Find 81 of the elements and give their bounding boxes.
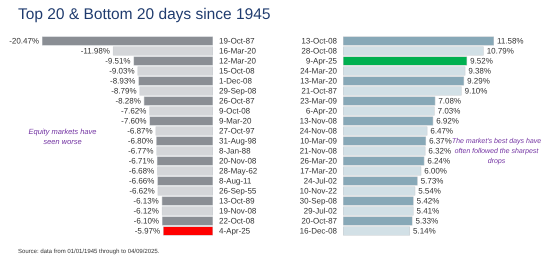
y-tick-label: 13-Oct-08	[301, 36, 338, 46]
data-label: 6.32%	[428, 146, 452, 156]
data-label: -8.79%	[111, 86, 137, 96]
y-tick-label: 19-Oct-87	[219, 36, 256, 46]
data-label: 5.54%	[418, 186, 441, 196]
y-tick-label: 9-Apr-25	[306, 56, 338, 66]
data-label: -6.12%	[134, 206, 159, 216]
y-tick-label: 15-Oct-08	[219, 66, 256, 76]
y-tick-label: 31-Aug-98	[219, 136, 257, 146]
y-tick-label: 10-Mar-09	[300, 136, 338, 146]
data-label: 7.08%	[438, 96, 462, 106]
y-tick-label: 4-Apr-25	[219, 226, 251, 236]
chart-title: Top 20 & Bottom 20 days since 1945	[18, 6, 270, 24]
data-label: -6.68%	[128, 166, 154, 176]
y-tick-label: 24-Mar-20	[300, 66, 338, 76]
y-tick-label: 20-Nov-08	[219, 156, 257, 166]
data-label: 5.33%	[416, 216, 438, 226]
y-tick-label: 28-May-62	[219, 166, 258, 176]
y-tick-label: 9-Mar-20	[219, 116, 252, 126]
data-label: 11.58%	[497, 36, 524, 46]
y-tick-label: 29-Jul-02	[304, 206, 338, 216]
data-label: 7.03%	[438, 106, 460, 116]
data-label: 5.41%	[416, 206, 440, 216]
y-tick-label: 6-Apr-20	[306, 106, 338, 116]
data-label: -6.13%	[133, 196, 159, 206]
data-label: 6.47%	[430, 126, 454, 136]
y-tick-label: 27-Oct-97	[219, 126, 256, 136]
data-label: -6.10%	[134, 216, 160, 226]
y-tick-label: 21-Oct-87	[301, 86, 338, 96]
data-label: 9.38%	[468, 66, 491, 76]
y-tick-label: 30-Sep-08	[300, 196, 338, 206]
data-label: 5.42%	[416, 196, 440, 206]
data-label: 6.00%	[424, 166, 447, 176]
y-tick-label: 16-Dec-08	[300, 226, 338, 236]
data-label: -6.62%	[129, 186, 155, 196]
y-tick-label: 13-Oct-89	[219, 196, 256, 206]
data-label: 9.29%	[467, 76, 490, 86]
data-label: -5.97%	[134, 226, 160, 236]
y-tick-label: 26-Mar-20	[300, 156, 338, 166]
y-tick-label: 19-Nov-08	[219, 206, 257, 216]
data-label: 9.10%	[464, 86, 488, 96]
y-tick-label: 12-Mar-20	[219, 56, 256, 66]
y-tick-label: 16-Mar-20	[219, 46, 256, 56]
data-label: -6.66%	[129, 176, 154, 186]
y-tick-label: 26-Sep-55	[219, 186, 257, 196]
y-tick-label: 23-Mar-09	[300, 96, 338, 106]
y-tick-label: 21-Nov-08	[300, 146, 338, 156]
y-tick-label: 26-Oct-87	[219, 96, 256, 106]
data-label: -7.60%	[121, 116, 147, 126]
y-tick-label: 13-Mar-20	[300, 76, 338, 86]
data-label: -9.03%	[109, 66, 135, 76]
data-label: 10.79%	[486, 46, 514, 56]
y-tick-label: 8-Jan-88	[219, 146, 252, 156]
data-label: 6.92%	[436, 116, 459, 126]
y-tick-label: 8-Aug-11	[219, 176, 252, 186]
y-tick-label: 22-Oct-08	[219, 216, 256, 226]
data-label: -6.80%	[128, 136, 154, 146]
data-label: -6.71%	[128, 156, 154, 166]
data-label: -6.77%	[128, 146, 154, 156]
data-label: 9.52%	[470, 56, 493, 66]
y-tick-label: 10-Nov-22	[300, 186, 338, 196]
y-tick-label: 24-Nov-08	[300, 126, 338, 136]
data-label: 5.73%	[420, 176, 444, 186]
y-tick-label: 29-Sep-08	[219, 86, 257, 96]
y-tick-label: 13-Nov-08	[300, 116, 338, 126]
y-tick-label: 1-Dec-08	[219, 76, 252, 86]
data-label: 6.37%	[429, 136, 452, 146]
y-tick-label: 9-Oct-08	[219, 106, 251, 116]
data-label: -20.47%	[9, 36, 39, 46]
y-tick-label: 17-Mar-20	[300, 166, 338, 176]
data-label: -7.62%	[120, 106, 146, 116]
data-label: 6.24%	[427, 156, 450, 166]
data-label: -8.28%	[115, 96, 141, 106]
data-label: -6.87%	[127, 126, 153, 136]
y-tick-label: 28-Oct-08	[301, 46, 338, 56]
data-label: -9.51%	[105, 56, 131, 66]
data-label: -8.93%	[110, 76, 136, 86]
y-tick-label: 24-Jul-02	[304, 176, 338, 186]
data-label: -11.98%	[80, 46, 110, 56]
data-label: 5.14%	[413, 226, 436, 236]
y-tick-label: 20-Oct-87	[301, 216, 338, 226]
